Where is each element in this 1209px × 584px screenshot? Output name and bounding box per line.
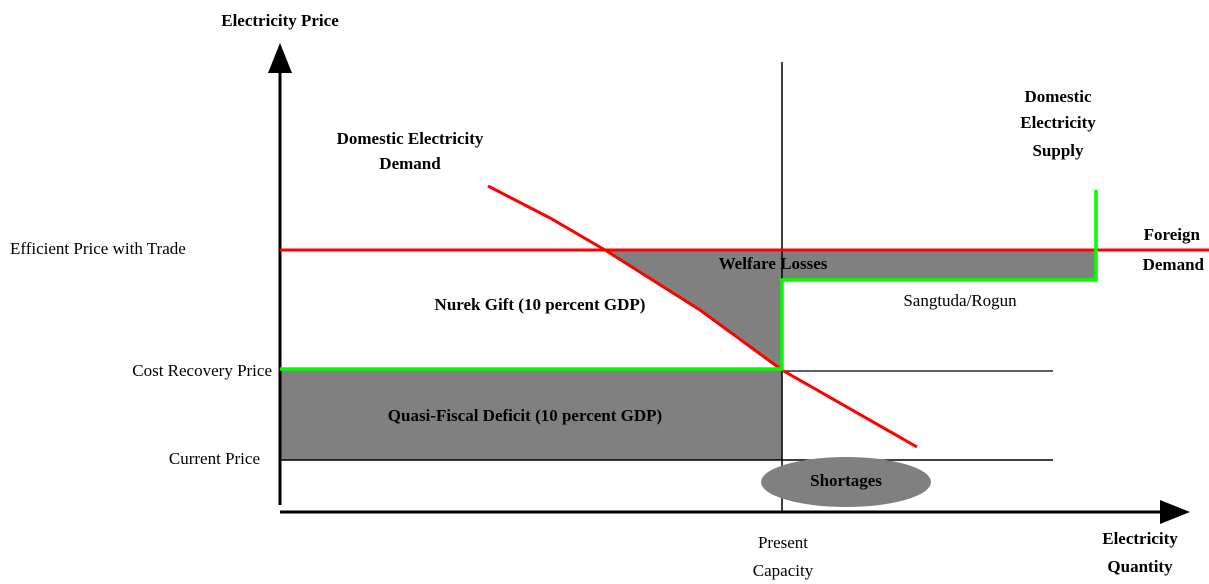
welfare-label: Welfare Losses xyxy=(719,254,828,273)
supply-label: Supply xyxy=(1032,141,1084,160)
shortages-ellipse xyxy=(761,457,931,507)
demand-label: Demand xyxy=(379,154,441,173)
nurek-label: Nurek Gift (10 percent GDP) xyxy=(435,295,646,314)
shortages-label: Shortages xyxy=(810,471,882,490)
supply-curve xyxy=(280,190,1098,371)
deficit-area xyxy=(280,369,782,460)
demand-label: Domestic Electricity xyxy=(337,129,484,148)
welfare-area xyxy=(605,250,782,370)
deficit-label: Quasi-Fiscal Deficit (10 percent GDP) xyxy=(388,406,662,425)
foreign-label: Demand xyxy=(1143,255,1205,274)
sangtuda-label: Sangtuda/Rogun xyxy=(903,291,1017,310)
capacity-label: Present xyxy=(758,533,808,552)
supply-label: Domestic xyxy=(1024,87,1091,106)
price-label: Efficient Price with Trade xyxy=(10,239,186,258)
price-label: Current Price xyxy=(169,449,260,468)
foreign-label: Foreign xyxy=(1144,225,1201,244)
x-axis-title: Quantity xyxy=(1107,557,1173,576)
demand-curve xyxy=(487,184,918,449)
welfare-strip xyxy=(782,250,1096,280)
y-axis-title: Electricity Price xyxy=(221,11,339,30)
price-label: Cost Recovery Price xyxy=(132,361,272,380)
x-axis-title: Electricity xyxy=(1102,529,1178,548)
supply-label: Electricity xyxy=(1020,113,1096,132)
capacity-label: Capacity xyxy=(753,561,814,580)
